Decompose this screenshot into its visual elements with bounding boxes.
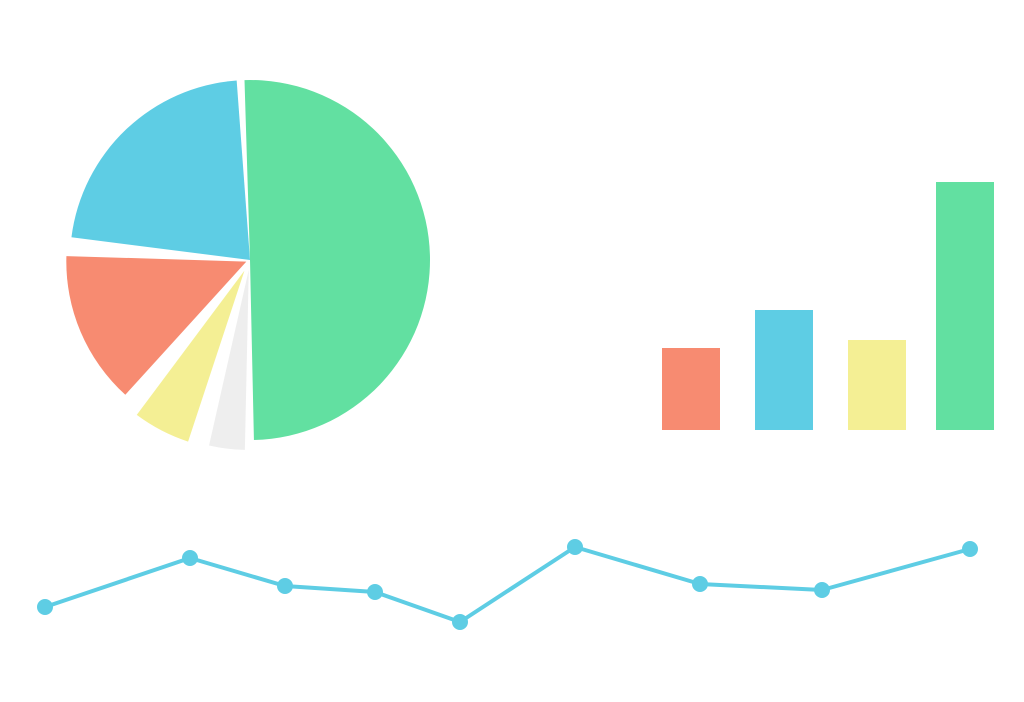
pie-chart bbox=[66, 80, 430, 450]
line-point-6 bbox=[693, 577, 707, 591]
bar-b bbox=[755, 310, 813, 430]
line-point-7 bbox=[815, 583, 829, 597]
line-point-4 bbox=[453, 615, 467, 629]
bar-a bbox=[662, 348, 720, 430]
line-point-0 bbox=[38, 600, 52, 614]
pie-slice-green bbox=[245, 80, 430, 440]
line-chart bbox=[38, 540, 977, 629]
bar-chart bbox=[662, 182, 994, 430]
bar-c bbox=[848, 340, 906, 430]
line-point-2 bbox=[278, 579, 292, 593]
pie-slice-blue bbox=[71, 80, 250, 260]
chart-canvas bbox=[0, 0, 1024, 702]
line-point-8 bbox=[963, 542, 977, 556]
line-point-1 bbox=[183, 551, 197, 565]
line-point-3 bbox=[368, 585, 382, 599]
line-point-5 bbox=[568, 540, 582, 554]
bar-d bbox=[936, 182, 994, 430]
